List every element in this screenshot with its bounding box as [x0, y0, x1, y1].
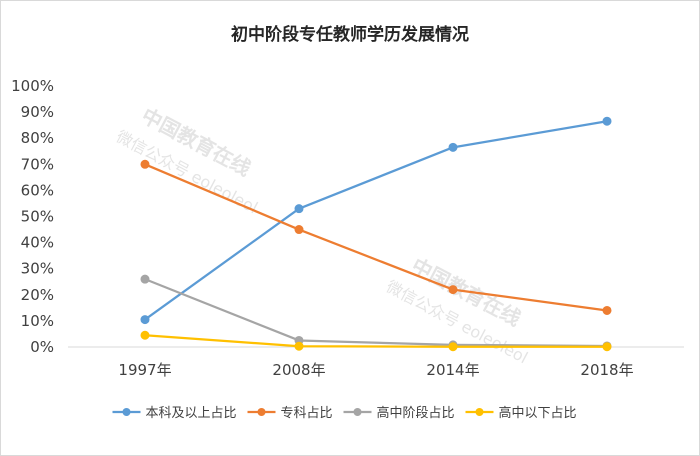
legend-swatch-marker	[122, 408, 131, 416]
y-tick-label: 80%	[21, 129, 54, 147]
data-point	[294, 225, 304, 235]
data-point	[602, 305, 612, 315]
data-point	[602, 116, 612, 126]
y-tick-label: 40%	[21, 234, 54, 252]
y-tick-label: 30%	[21, 260, 54, 278]
data-point	[448, 342, 458, 352]
series-line	[144, 120, 608, 321]
y-tick-label: 50%	[21, 208, 54, 226]
data-point	[602, 342, 612, 352]
legend-swatch-marker	[257, 408, 266, 416]
data-point	[448, 285, 458, 295]
series-line	[144, 334, 607, 348]
legend-label: 高中以下占比	[499, 405, 577, 421]
data-point	[448, 142, 458, 152]
data-point	[140, 330, 150, 340]
data-point	[140, 315, 150, 325]
legend-label: 专科占比	[281, 406, 333, 421]
data-point	[140, 159, 150, 169]
legend: 本科及以上占比 专科占比 高中阶段占比 高中以下占比	[112, 405, 577, 421]
series-line	[144, 278, 608, 348]
legend-swatch-marker	[475, 408, 484, 416]
data-point	[294, 341, 304, 351]
y-tick-label: 60%	[21, 181, 54, 199]
y-tick-label: 70%	[21, 155, 54, 173]
legend-label: 高中阶段占比	[377, 405, 455, 421]
x-tick-label: 2008年	[272, 361, 325, 379]
y-tick-label: 100%	[11, 77, 54, 95]
x-tick-label: 2018年	[580, 361, 633, 379]
x-tick-label: 2014年	[426, 361, 479, 379]
data-point	[294, 204, 304, 214]
chart-title: 初中阶段专任教师学历发展情况	[231, 25, 469, 45]
legend-label: 本科及以上占比	[146, 406, 237, 421]
x-tick-label: 1997年	[118, 361, 171, 379]
y-tick-label: 0%	[30, 338, 54, 356]
series-group	[140, 116, 612, 352]
y-tick-label: 10%	[21, 312, 54, 330]
series-line	[144, 163, 608, 312]
y-tick-label: 20%	[21, 286, 54, 304]
legend-swatch-marker	[353, 408, 362, 416]
y-tick-label: 90%	[21, 103, 54, 121]
data-point	[140, 274, 150, 284]
axes-group: 0% 10% 20% 30% 40% 50% 60% 70% 80% 90% 100% 1997年 20…	[11, 77, 684, 379]
watermark-group: 中国教育在线 微信公众号 eoleoleol 中国教育在线 微信公众号 eole…	[113, 103, 531, 367]
